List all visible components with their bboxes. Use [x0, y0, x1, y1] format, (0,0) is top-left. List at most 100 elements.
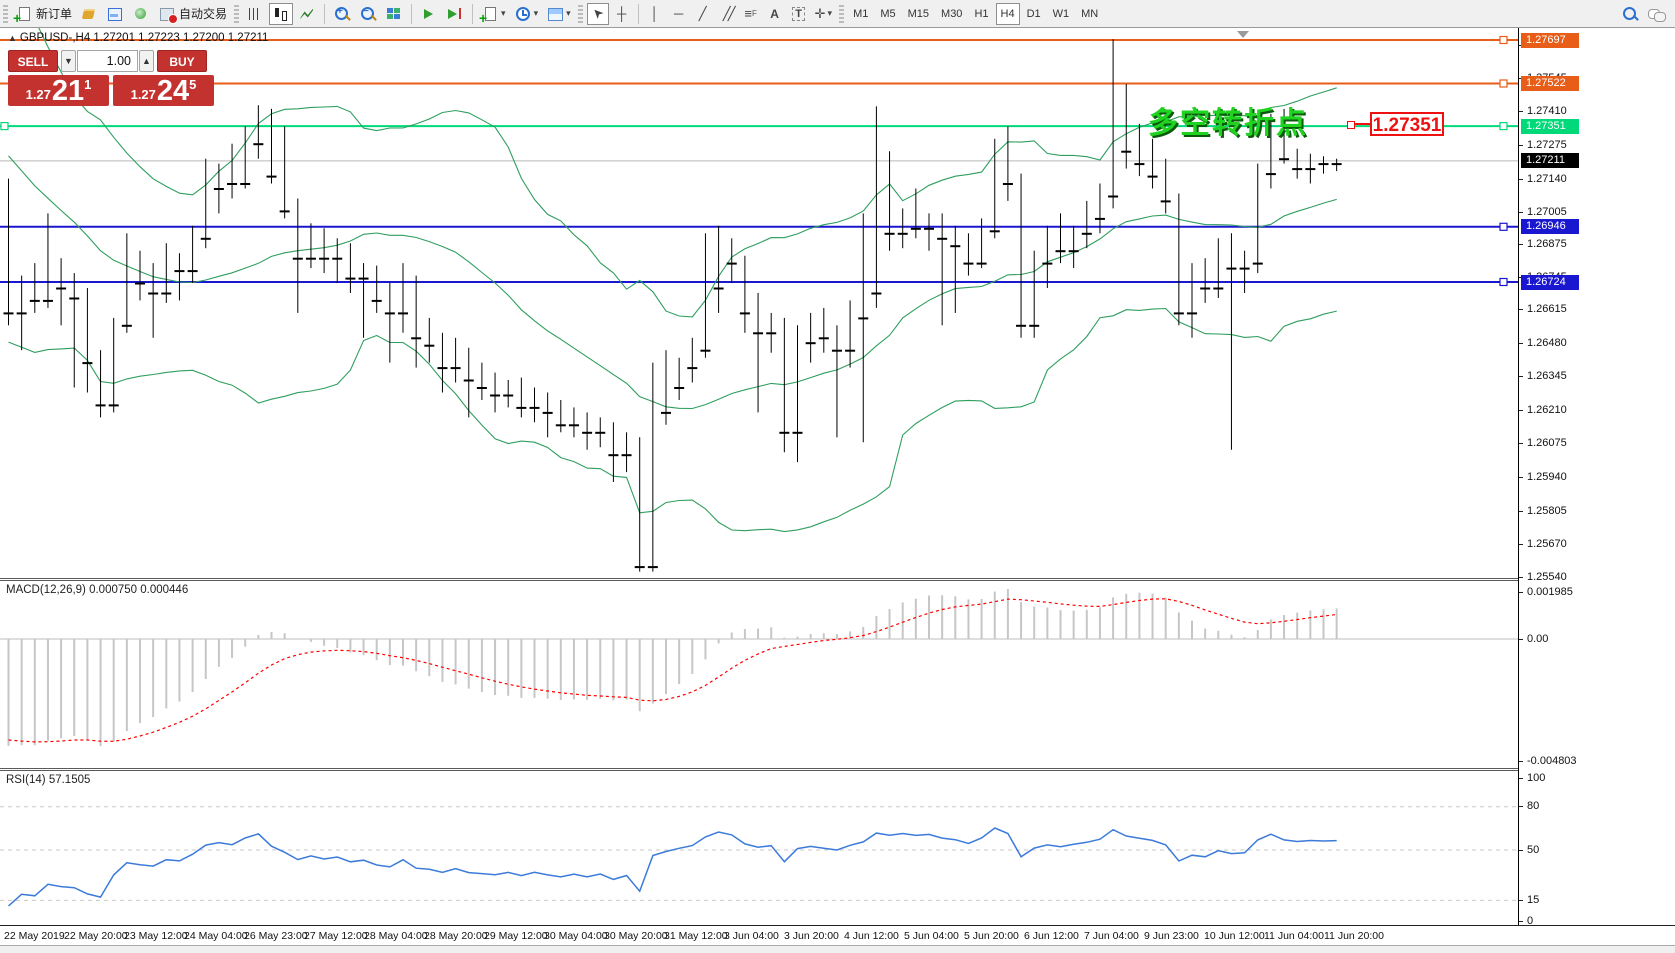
time-axis-label: 26 May 23:00 — [244, 930, 308, 942]
sell-price-tile[interactable]: 1.27 21 1 — [8, 75, 109, 106]
candlestick-chart-button[interactable] — [269, 2, 294, 25]
time-axis[interactable]: 22 May 2019 22 May 20:00 23 May 12:00 24 Ma… — [0, 925, 1675, 946]
trendline-tool-button[interactable]: ╱ — [692, 3, 714, 25]
horizontal-line-icon: ─ — [674, 6, 684, 21]
time-axis-label: 28 May 20:00 — [424, 930, 488, 942]
new-order-button[interactable]: 新订单 — [12, 3, 75, 26]
timeframe-m15-button[interactable]: M15 — [907, 7, 930, 20]
text-label-tool-button[interactable]: T — [788, 3, 810, 25]
price-level-badge: 1.27351 — [1521, 119, 1579, 134]
volume-increase-button[interactable]: ▲ — [139, 50, 154, 72]
period-menu-button[interactable]: ▾ — [511, 3, 542, 25]
buy-price-prefix: 1.27 — [130, 87, 156, 102]
price-tick-mark — [1519, 443, 1523, 444]
pane-divider[interactable] — [0, 578, 1675, 581]
chevron-down-icon: ▾ — [827, 8, 833, 18]
template-menu-button[interactable]: ▾ — [543, 3, 574, 25]
horizontal-line-tool-button[interactable]: ─ — [668, 3, 690, 25]
add-indicator-button[interactable]: ▾ — [478, 3, 509, 26]
price-axis[interactable]: 1.276751.275451.274101.272751.271401.270… — [1518, 28, 1675, 945]
macd-label: MACD(12,26,9) 0.000750 0.000446 — [6, 584, 189, 596]
text-tool-button[interactable]: A — [764, 3, 786, 25]
rsi-tick-label: 0 — [1527, 915, 1534, 927]
zoom-out-icon: − — [359, 6, 377, 22]
chart-area[interactable]: 1.276751.275451.274101.272751.271401.270… — [0, 28, 1675, 953]
search-button[interactable] — [1618, 3, 1642, 25]
price-tick-mark — [1519, 179, 1523, 180]
main-chart-pane[interactable] — [0, 28, 1518, 578]
toolbar-gripper — [3, 4, 8, 23]
price-tick-label: 1.27140 — [1527, 173, 1567, 185]
toolbar-divider — [472, 3, 474, 24]
timeframe-m5-button[interactable]: M5 — [880, 7, 896, 20]
crosshair-tool-button[interactable]: ┼ — [611, 3, 633, 25]
price-tick-label: 1.26075 — [1527, 437, 1567, 449]
vertical-line-tool-button[interactable]: │ — [644, 3, 666, 25]
rsi-tick-label: 80 — [1527, 800, 1540, 812]
sell-button[interactable]: SELL — [8, 50, 58, 72]
signals-button[interactable] — [129, 3, 153, 25]
macd-tick-label: 0.00 — [1527, 633, 1549, 645]
buy-price-tile[interactable]: 1.27 24 5 — [113, 75, 214, 106]
time-axis-label: 9 Jun 23:00 — [1144, 930, 1199, 942]
rsi-pane[interactable] — [0, 771, 1518, 925]
price-tick-mark — [1519, 212, 1523, 213]
styler-button[interactable] — [77, 3, 101, 25]
zoom-out-button[interactable]: − — [356, 3, 380, 25]
time-axis-label: 30 May 04:00 — [544, 930, 608, 942]
price-tick-label: 1.27410 — [1527, 105, 1567, 117]
rsi-tick-mark — [1519, 921, 1523, 922]
chart-shift-icon — [446, 6, 464, 22]
zoom-in-button[interactable]: + — [330, 3, 354, 25]
buy-button[interactable]: BUY — [157, 50, 207, 72]
macd-tick-mark — [1519, 761, 1523, 762]
chart-window-icon — [106, 6, 124, 22]
market-watch-button[interactable] — [103, 3, 127, 25]
search-icon — [1621, 6, 1639, 22]
price-tick-label: 1.25805 — [1527, 505, 1567, 517]
fibonacci-tool-button[interactable]: ≡ F — [740, 3, 762, 25]
price-tick-label: 1.25540 — [1527, 571, 1567, 583]
volume-decrease-button[interactable]: ▼ — [61, 50, 76, 72]
arrows-tool-button[interactable]: ✛ ▾ — [812, 3, 835, 25]
timeframe-mn-button[interactable]: MN — [1081, 7, 1099, 20]
price-tick-label: 1.26480 — [1527, 337, 1567, 349]
callout-handle[interactable] — [1347, 121, 1355, 129]
chart-annotation[interactable]: 多空转折点 — [1148, 107, 1308, 140]
rsi-label: RSI(14) 57.1505 — [6, 774, 91, 786]
cursor-tool-button[interactable]: ➤ — [586, 2, 609, 25]
bar-chart-icon — [246, 6, 264, 22]
bar-chart-button[interactable] — [243, 3, 267, 25]
tile-windows-button[interactable] — [382, 3, 406, 25]
autotrade-button[interactable]: 自动交易 — [155, 3, 230, 25]
volume-input[interactable]: 1.00 — [77, 50, 138, 72]
channel-tool-button[interactable]: ╱ — [716, 3, 738, 25]
signal-globe-icon — [132, 6, 150, 22]
vertical-line-icon: │ — [650, 6, 659, 21]
line-chart-button[interactable] — [295, 3, 319, 25]
time-axis-label: 28 May 04:00 — [364, 930, 428, 942]
timeframe-m1-button[interactable]: M1 — [853, 7, 869, 20]
auto-scroll-button[interactable] — [417, 3, 441, 25]
timeframe-h1-button[interactable]: H1 — [974, 7, 989, 20]
price-tick-mark — [1519, 544, 1523, 545]
price-callout-box[interactable]: 1.27351 — [1370, 112, 1444, 136]
price-tick-label: 1.26875 — [1527, 238, 1567, 250]
macd-pane[interactable] — [0, 581, 1518, 768]
chart-shift-marker-icon[interactable] — [1237, 31, 1249, 38]
line-chart-icon — [298, 6, 316, 22]
time-axis-label: 5 Jun 20:00 — [964, 930, 1019, 942]
timeframe-h4-button[interactable]: H4 — [995, 2, 1020, 25]
pane-divider[interactable] — [0, 768, 1675, 771]
autotrade-label: 自动交易 — [179, 7, 228, 21]
timeframe-w1-button[interactable]: W1 — [1052, 7, 1070, 20]
timeframe-m30-button[interactable]: M30 — [941, 7, 963, 20]
chart-shift-button[interactable] — [443, 3, 467, 25]
price-level-badge: 1.27697 — [1521, 33, 1579, 48]
chat-button[interactable] — [1644, 3, 1668, 25]
timeframe-d1-button[interactable]: D1 — [1026, 7, 1041, 20]
text-icon: A — [770, 6, 779, 21]
timeframe-group: M1 M5 M15 M30 H1 H4 D1 W1 MN — [847, 2, 1104, 25]
time-axis-label: 5 Jun 04:00 — [904, 930, 959, 942]
